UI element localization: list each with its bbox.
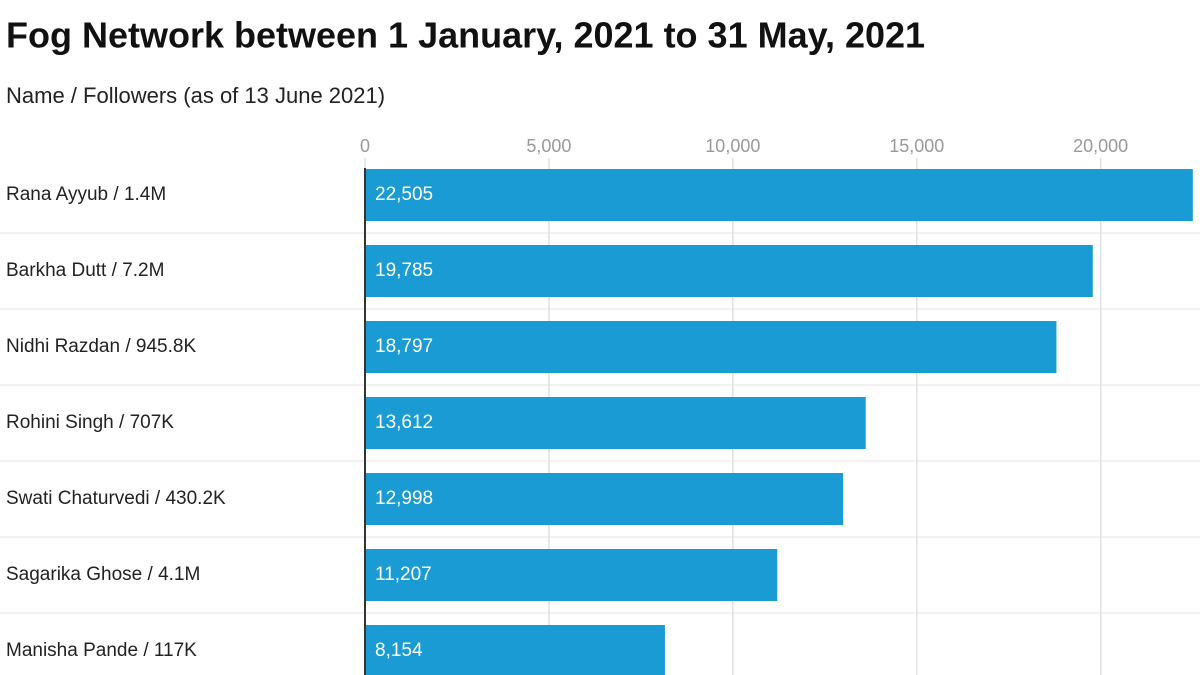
y-tick-label: Swati Chaturvedi / 430.2K bbox=[6, 488, 226, 509]
y-tick-label: Rana Ayyub / 1.4M bbox=[6, 184, 166, 205]
y-tick-label: Sagarika Ghose / 4.1M bbox=[6, 564, 200, 585]
value-label: 12,998 bbox=[375, 488, 433, 509]
value-label: 18,797 bbox=[375, 336, 433, 357]
bar bbox=[365, 549, 778, 601]
x-tick-label: 10,000 bbox=[705, 136, 760, 156]
value-label: 8,154 bbox=[375, 640, 423, 661]
bar bbox=[365, 625, 665, 675]
y-tick-label: Nidhi Razdan / 945.8K bbox=[6, 336, 196, 357]
x-tick-label: 20,000 bbox=[1073, 136, 1128, 156]
chart-title: Fog Network between 1 January, 2021 to 3… bbox=[6, 15, 925, 56]
bar bbox=[365, 473, 844, 525]
y-tick-label: Rohini Singh / 707K bbox=[6, 412, 174, 433]
y-tick-label: Manisha Pande / 117K bbox=[6, 640, 197, 661]
value-label: 22,505 bbox=[375, 184, 433, 205]
value-label: 13,612 bbox=[375, 412, 433, 433]
x-tick-label: 5,000 bbox=[526, 136, 571, 156]
y-tick-label: Barkha Dutt / 7.2M bbox=[6, 260, 164, 281]
bar bbox=[365, 321, 1057, 373]
x-tick-label: 0 bbox=[360, 136, 370, 156]
chart-subtitle: Name / Followers (as of 13 June 2021) bbox=[6, 83, 385, 108]
bar bbox=[365, 169, 1193, 221]
bar bbox=[365, 245, 1093, 297]
bar bbox=[365, 397, 866, 449]
value-label: 19,785 bbox=[375, 260, 433, 281]
value-label: 11,207 bbox=[375, 564, 432, 585]
x-tick-label: 15,000 bbox=[889, 136, 944, 156]
